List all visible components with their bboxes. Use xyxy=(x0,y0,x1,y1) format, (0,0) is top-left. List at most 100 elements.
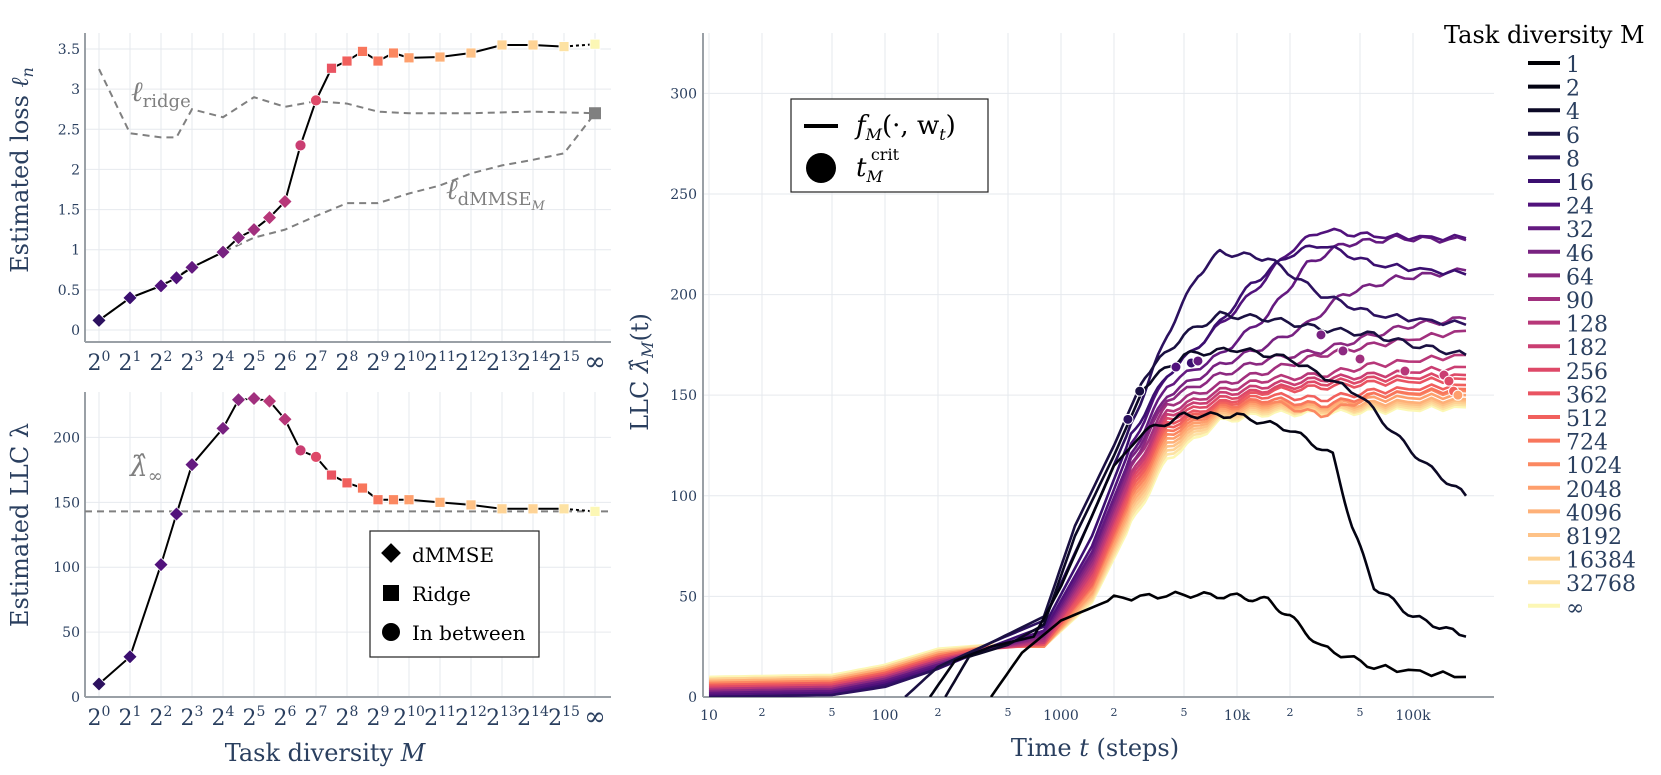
square-marker xyxy=(357,46,368,57)
y-tick-label: 1 xyxy=(71,243,80,259)
x-tick-label: 25 xyxy=(243,704,266,731)
x-tick-label: ∞ xyxy=(584,347,606,377)
trajectory-line-M-8 xyxy=(708,248,1467,697)
trajectory-line-M-4096 xyxy=(708,396,1467,683)
y-tick-label: 2 xyxy=(71,162,80,178)
x-tick-label: 24 xyxy=(212,349,235,376)
square-marker xyxy=(434,51,446,63)
dmmse-loss-series xyxy=(98,107,601,322)
legend-label-32768: 32768 xyxy=(1566,572,1636,597)
diamond-marker xyxy=(91,676,107,692)
square-marker xyxy=(434,496,446,508)
tcrit-marker xyxy=(1315,329,1327,341)
square-marker xyxy=(496,503,508,515)
y-tick-label: 2.5 xyxy=(58,122,80,138)
trajectory-line-M-46 xyxy=(708,267,1467,695)
legend-dmmse-label: dMMSE xyxy=(412,543,494,567)
task-diversity-x-axis-title: Task diversity M xyxy=(225,739,427,767)
x-tick-label: 25 xyxy=(243,349,266,376)
lambda-infinity-annotation: λ̂∞ xyxy=(129,450,163,487)
trajectory-axes: 0 50 100 150 200 250 300 10 100 1000 10k 100k 2 5 2 5 2 5… xyxy=(670,33,1494,724)
estimated-loss-series xyxy=(91,38,601,329)
trajectory-line-M-32 xyxy=(708,233,1467,695)
x-minor-tick-label: 5 xyxy=(1181,706,1188,719)
x-tick-label: 23 xyxy=(181,349,204,376)
square-marker xyxy=(589,506,601,517)
dmmse-loss-line xyxy=(98,112,596,322)
x-tick-label: 24 xyxy=(212,704,235,731)
task-diversity-x-axis-title-symbol: M xyxy=(400,739,427,767)
diamond-marker xyxy=(168,270,185,286)
legend-label-724: 724 xyxy=(1566,431,1608,456)
tcrit-marker xyxy=(1170,361,1182,373)
diamond-icon xyxy=(381,543,401,563)
inset-line-end: ) xyxy=(946,111,956,141)
time-x-axis-title-text: Time xyxy=(1011,734,1079,762)
x-tick-label: 21 xyxy=(119,704,142,731)
legend-label-16: 16 xyxy=(1566,171,1594,196)
square-marker xyxy=(388,47,399,59)
estimated-llc-series xyxy=(91,390,601,692)
x-tick-label: 28 xyxy=(336,349,359,376)
trajectory-line-M-8192 xyxy=(708,398,1467,683)
trajectory-line-M-∞ xyxy=(708,404,1467,679)
loss-y-axis-title-text: Estimated loss xyxy=(6,87,34,272)
loss-panel-grid xyxy=(85,33,611,342)
ridge-annotation-symbol: ℓ xyxy=(131,75,143,108)
x-tick-label: 215 xyxy=(548,349,580,376)
square-marker xyxy=(326,62,337,74)
inset-line-sub2: t xyxy=(939,125,946,144)
legend-items: 1246816243246649012818225636251272410242… xyxy=(1528,53,1636,621)
legend-label-182: 182 xyxy=(1566,336,1608,361)
legend-label-8192: 8192 xyxy=(1566,525,1622,550)
tcrit-markers xyxy=(1122,329,1464,425)
y-tick-label: 150 xyxy=(670,388,697,404)
x-tick-label: 100k xyxy=(1395,708,1431,724)
trajectory-line-M-256 xyxy=(708,372,1467,689)
diamond-marker xyxy=(184,457,200,473)
trajectory-line-M-24 xyxy=(708,227,1467,697)
legend-label-2: 2 xyxy=(1566,77,1580,102)
x-tick-label: 20 xyxy=(88,349,111,376)
x-tick-label: 213 xyxy=(486,349,518,376)
inset-legend: fM(·, wt) tMcrit xyxy=(790,98,989,193)
inset-line-label: fM(·, wt) xyxy=(854,111,956,144)
square-marker xyxy=(589,107,601,120)
loss-panel-axes: 00.511.522.533.520 21 22 23 24 25 26 27 28 29 210 2… xyxy=(58,33,611,377)
diamond-marker xyxy=(230,230,247,246)
x-tick-label: 211 xyxy=(424,349,456,376)
legend-label-64: 64 xyxy=(1566,265,1594,290)
legend-title: Task diversity M xyxy=(1444,21,1645,49)
square-marker xyxy=(388,494,399,506)
llc-y-axis-title: Estimated LLC λ xyxy=(6,423,34,627)
circle-marker xyxy=(310,450,322,463)
legend-label-24: 24 xyxy=(1566,195,1594,220)
x-minor-tick-label: 2 xyxy=(758,706,765,719)
trajectory-y-axis-title-text: LLC xyxy=(626,373,654,431)
circle-icon xyxy=(382,623,400,641)
square-icon xyxy=(383,585,399,601)
square-marker xyxy=(372,55,384,67)
marker-legend: dMMSE Ridge In between xyxy=(369,530,540,658)
x-tick-label: 214 xyxy=(517,704,549,731)
time-x-axis-title-symbol: t xyxy=(1079,734,1089,762)
diamond-marker xyxy=(215,244,231,260)
y-tick-label: 0 xyxy=(71,323,80,339)
y-tick-label: 50 xyxy=(62,625,80,641)
inset-dot-sup: crit xyxy=(871,145,900,164)
trajectory-line-M-2 xyxy=(928,411,1467,697)
trajectory-line-M-32768 xyxy=(708,402,1467,681)
circle-marker xyxy=(294,139,307,152)
inset-dot-label: tMcrit xyxy=(856,145,900,186)
trajectory-line-M-2048 xyxy=(708,392,1467,685)
x-tick-label: 215 xyxy=(548,704,580,731)
y-tick-label: 100 xyxy=(670,489,697,505)
ridge-annotation: ℓridge xyxy=(131,75,191,112)
loss-y-axis-title-sub: n xyxy=(18,67,37,77)
circle-marker xyxy=(310,94,322,107)
square-marker xyxy=(527,503,539,515)
square-marker xyxy=(341,55,353,67)
task-diversity-legend: Task diversity M 12468162432466490128182… xyxy=(1444,21,1645,621)
x-minor-tick-label: 2 xyxy=(1286,706,1293,719)
